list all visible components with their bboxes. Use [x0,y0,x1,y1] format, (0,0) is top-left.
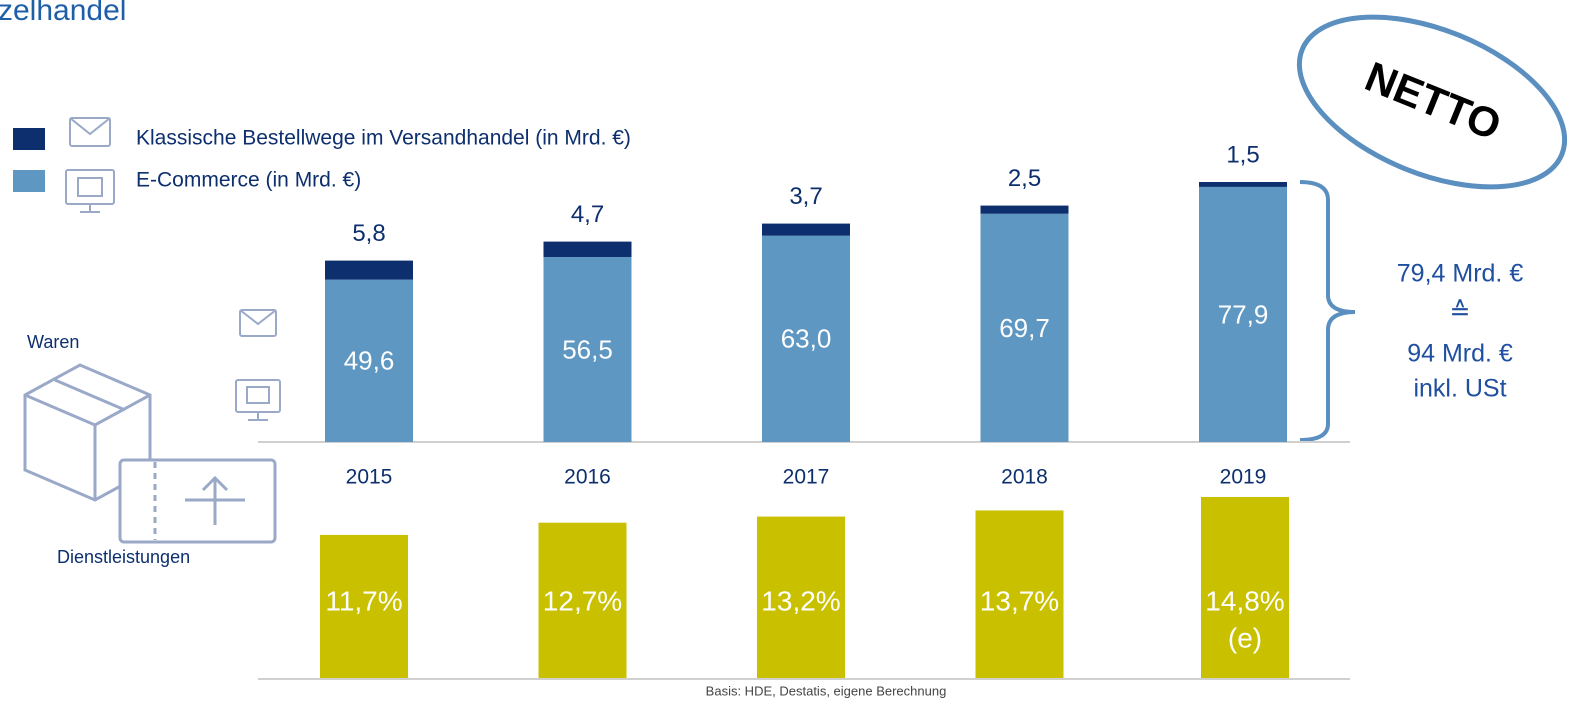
value-label: 2,5 [1008,165,1041,192]
x-tick-label: 2017 [783,466,830,489]
icon-label: Dienstleistungen [57,547,190,567]
value-label: 56,5 [562,334,613,364]
bar-segment [980,213,1069,442]
bar [975,510,1064,678]
value-label: 14,8% [1205,585,1284,616]
legend-icons [65,117,115,213]
value-label: 13,2% [761,585,840,616]
legend-label: E-Commerce (in Mrd. €) [136,169,361,192]
total-bracket [1299,180,1356,442]
bar-segment [762,235,850,442]
value-label: 13,7% [980,585,1059,616]
x-tick-label: 2019 [1220,466,1267,489]
bar [1201,497,1289,678]
goods-icons [23,363,277,544]
bar [320,534,408,678]
value-label: 11,7% [325,585,402,616]
value-label: 3,7 [789,183,822,210]
icon-label: Waren [27,332,79,352]
legend-swatch [13,128,45,150]
bar [757,516,845,678]
total-note: 79,4 Mrd. € [1397,260,1524,288]
slide-title: zelhandel [0,0,126,27]
bar-segment [762,223,850,236]
total-note: inkl. USt [1413,375,1506,403]
bar-segment [1199,186,1287,442]
total-note: ≙ [1450,298,1471,326]
bar [538,522,627,678]
bar-segment [980,205,1069,214]
legend-swatch [13,170,45,192]
value-label: 12,7% [543,585,622,616]
netto-badge: NETTO [1296,14,1568,190]
bar-segment [325,279,413,442]
x-tick-label: 2015 [346,466,393,489]
series-icons [235,309,281,421]
value-label: 77,9 [1218,299,1269,329]
source-note: Basis: HDE, Destatis, eigene Berechnung [706,683,947,698]
estimate-note: (e) [1228,622,1262,653]
value-label: 63,0 [781,324,832,354]
value-label: 4,7 [571,201,604,228]
value-label: 1,5 [1226,141,1259,168]
total-note: 94 Mrd. € [1407,340,1513,368]
bar-segment [543,256,632,442]
bar-segment [543,241,632,257]
value-label: 69,7 [999,313,1050,343]
legend-label: Klassische Bestellwege im Versandhandel … [136,127,631,150]
bar-segment [325,260,413,280]
bar-segment [1199,182,1287,187]
badge-ellipse [1296,14,1568,190]
x-tick-label: 2018 [1001,466,1048,489]
x-tick-label: 2016 [564,466,611,489]
value-label: 49,6 [344,346,395,376]
value-label: 5,8 [352,220,385,247]
